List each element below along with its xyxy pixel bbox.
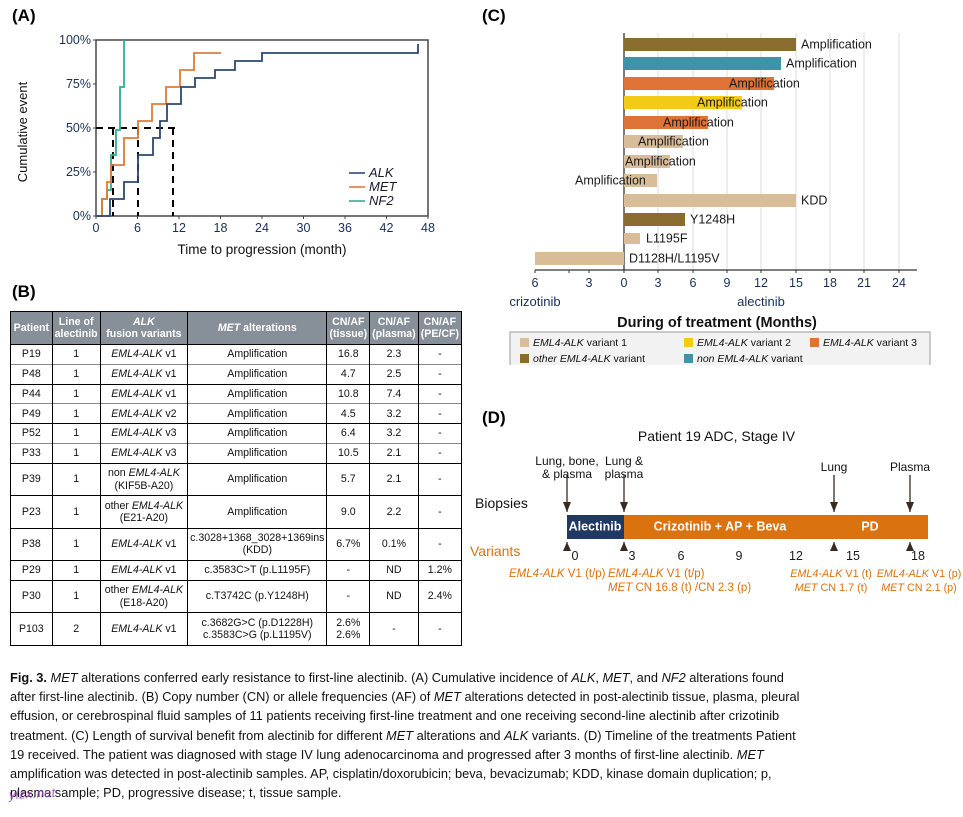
svg-text:12: 12 (172, 221, 186, 235)
svg-text:21: 21 (857, 276, 871, 290)
svg-text:EML4-ALK variant 1: EML4-ALK variant 1 (533, 337, 627, 349)
svg-text:ALK: ALK (368, 165, 395, 180)
svg-text:9: 9 (724, 276, 731, 290)
svg-text:PD: PD (861, 520, 878, 534)
svg-text:Amplification: Amplification (729, 77, 800, 91)
svg-text:MET CN 16.8 (t) /CN 2.3 (p): MET CN 16.8 (t) /CN 2.3 (p) (608, 582, 751, 594)
svg-text:6: 6 (134, 221, 141, 235)
svg-text:6: 6 (690, 276, 697, 290)
svg-text:non EML4-ALK variant: non EML4-ALK variant (697, 353, 803, 365)
svg-text:Time to progression (month): Time to progression (month) (177, 242, 346, 257)
svg-text:Lung &: Lung & (605, 454, 643, 468)
svg-text:25%: 25% (66, 165, 91, 179)
svg-text:EML4-ALK V1 (t/p): EML4-ALK V1 (t/p) (509, 568, 606, 580)
svg-text:12: 12 (789, 549, 803, 563)
svg-text:D1128H/L1195V: D1128H/L1195V (629, 252, 720, 266)
svg-text:Y1248H: Y1248H (690, 213, 735, 227)
svg-text:42: 42 (380, 221, 394, 235)
svg-text:EML4-ALK variant 2: EML4-ALK variant 2 (697, 337, 791, 349)
svg-text:Crizotinib + AP + Beva: Crizotinib + AP + Beva (654, 520, 788, 534)
svg-text:EML4-ALK V1 (t): EML4-ALK V1 (t) (790, 568, 872, 580)
svg-text:EML4-ALK V1 (t/p): EML4-ALK V1 (t/p) (608, 568, 705, 580)
svg-text:Alectinib: Alectinib (569, 520, 622, 534)
svg-text:Amplification: Amplification (638, 135, 709, 149)
svg-text:18: 18 (214, 221, 228, 235)
svg-text:NF2: NF2 (369, 193, 394, 208)
svg-text:MET: MET (369, 179, 398, 194)
svg-text:15: 15 (846, 549, 860, 563)
svg-text:Amplification: Amplification (575, 174, 646, 188)
svg-text:24: 24 (255, 221, 269, 235)
svg-text:Amplification: Amplification (625, 155, 696, 169)
svg-text:Cumulative event: Cumulative event (15, 81, 30, 182)
svg-text:6: 6 (678, 549, 685, 563)
svg-text:Lung: Lung (821, 460, 848, 474)
svg-text:12: 12 (754, 276, 768, 290)
svg-text:50%: 50% (66, 121, 91, 135)
svg-text:75%: 75% (66, 77, 91, 91)
svg-text:36: 36 (338, 221, 352, 235)
svg-text:0: 0 (572, 549, 579, 563)
svg-text:plasma: plasma (605, 467, 644, 481)
svg-text:18: 18 (911, 549, 925, 563)
svg-text:Plasma: Plasma (890, 460, 930, 474)
svg-text:During of treatment (Months): During of treatment (Months) (617, 315, 817, 331)
svg-text:Amplification: Amplification (786, 57, 857, 71)
svg-text:& plasma: & plasma (542, 467, 592, 481)
svg-text:48: 48 (421, 221, 435, 235)
svg-text:MET CN 1.7 (t): MET CN 1.7 (t) (795, 582, 868, 594)
svg-text:100%: 100% (59, 33, 91, 47)
svg-text:3: 3 (629, 549, 636, 563)
svg-text:crizotinib: crizotinib (509, 294, 560, 309)
svg-text:30: 30 (297, 221, 311, 235)
svg-text:L1195F: L1195F (646, 232, 688, 246)
svg-text:MET CN 2.1 (p): MET CN 2.1 (p) (881, 582, 957, 594)
svg-text:alectinib: alectinib (737, 294, 785, 309)
svg-text:0: 0 (621, 276, 628, 290)
svg-text:3: 3 (586, 276, 593, 290)
svg-text:other EML4-ALK variant: other EML4-ALK variant (533, 353, 645, 365)
svg-text:15: 15 (789, 276, 803, 290)
svg-text:9: 9 (736, 549, 743, 563)
svg-text:6: 6 (532, 276, 539, 290)
svg-text:EML4-ALK variant 3: EML4-ALK variant 3 (823, 337, 917, 349)
svg-text:EML4-ALK V1 (p): EML4-ALK V1 (p) (877, 568, 962, 580)
svg-text:Amplification: Amplification (801, 38, 872, 52)
svg-text:0%: 0% (73, 209, 91, 223)
svg-text:3: 3 (655, 276, 662, 290)
svg-text:0: 0 (93, 221, 100, 235)
svg-text:Amplification: Amplification (663, 116, 734, 130)
svg-text:24: 24 (892, 276, 906, 290)
svg-text:Amplification: Amplification (697, 96, 768, 110)
svg-text:18: 18 (823, 276, 837, 290)
svg-text:KDD: KDD (801, 194, 827, 208)
svg-text:Lung, bone,: Lung, bone, (535, 454, 598, 468)
